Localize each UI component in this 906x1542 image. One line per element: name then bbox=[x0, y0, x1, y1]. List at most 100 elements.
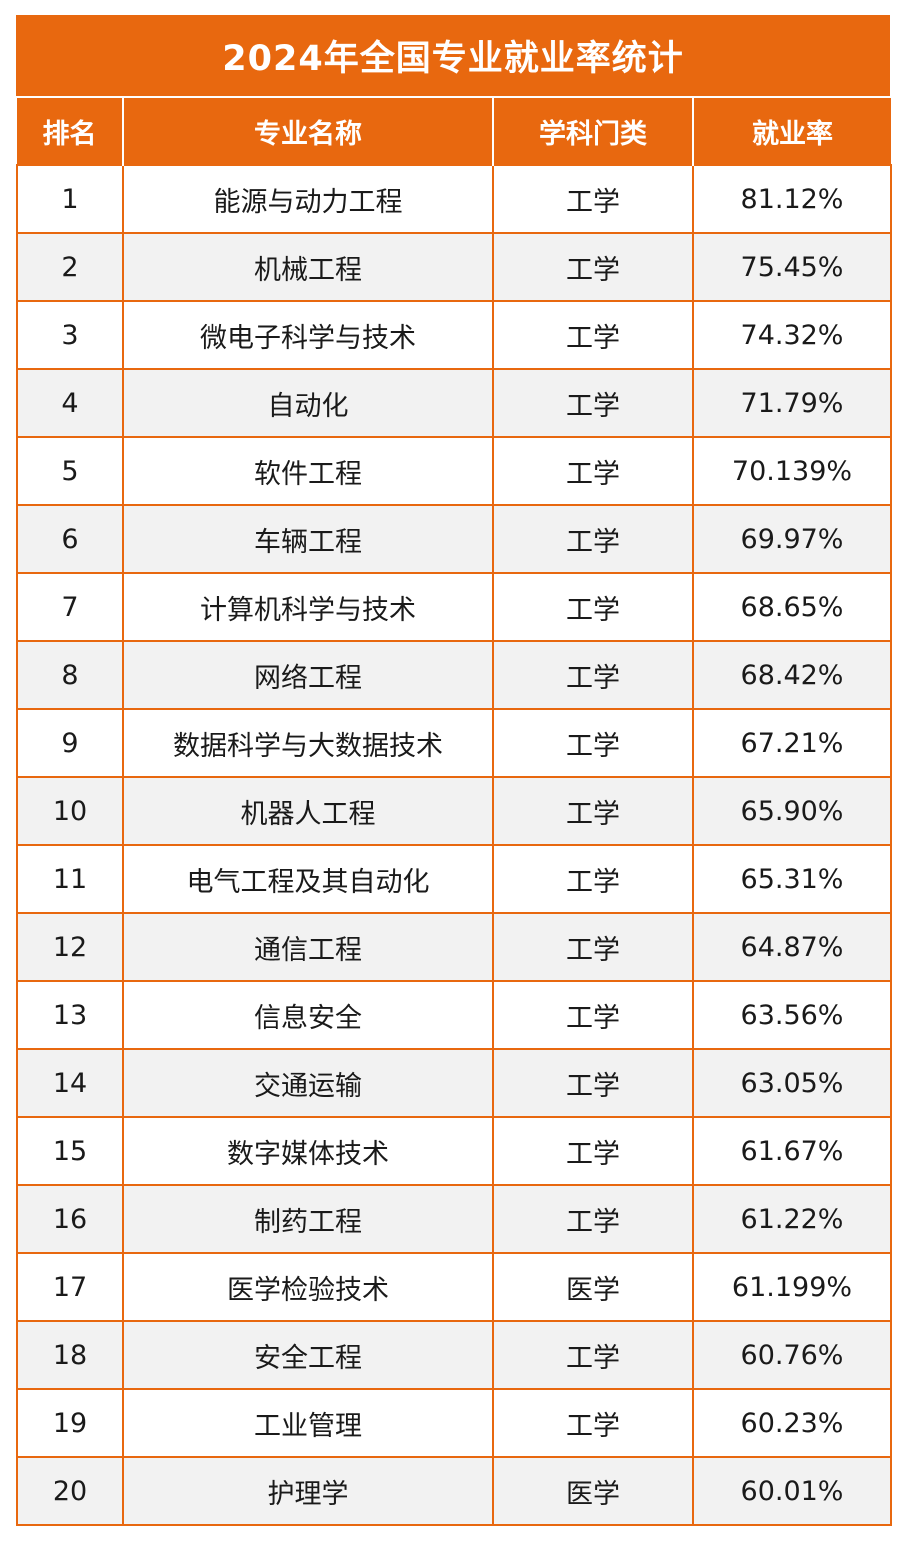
table-header: 排名 专业名称 学科门类 就业率 bbox=[17, 98, 891, 165]
employment-rate-cell: 74.32% bbox=[692, 300, 892, 370]
table-row: 20 护理学 医学 60.01% bbox=[16, 1456, 892, 1526]
major-name-cell: 机械工程 bbox=[122, 232, 494, 302]
table-body: 1 能源与动力工程 工学 81.12% 2 机械工程 工学 75.45% 3 微电子科学与技术 工学… bbox=[16, 164, 892, 1526]
table-row: 10 机器人工程 工学 65.90% bbox=[16, 776, 892, 846]
table-row: 16 制药工程 工学 61.22% bbox=[16, 1184, 892, 1254]
header-category: 学科门类 bbox=[493, 98, 694, 165]
rank-cell: 17 bbox=[16, 1252, 124, 1322]
major-name-cell: 能源与动力工程 bbox=[122, 164, 494, 234]
major-name-cell: 微电子科学与技术 bbox=[122, 300, 494, 370]
major-name-cell: 工业管理 bbox=[122, 1388, 494, 1458]
major-name-cell: 交通运输 bbox=[122, 1048, 494, 1118]
table-row: 15 数字媒体技术 工学 61.67% bbox=[16, 1116, 892, 1186]
major-name-cell: 计算机科学与技术 bbox=[122, 572, 494, 642]
table-row: 4 自动化 工学 71.79% bbox=[16, 368, 892, 438]
rank-cell: 6 bbox=[16, 504, 124, 574]
header-employment-rate: 就业率 bbox=[693, 98, 891, 165]
rank-cell: 4 bbox=[16, 368, 124, 438]
table-row: 7 计算机科学与技术 工学 68.65% bbox=[16, 572, 892, 642]
category-cell: 工学 bbox=[492, 912, 694, 982]
table-row: 1 能源与动力工程 工学 81.12% bbox=[16, 164, 892, 234]
rank-cell: 13 bbox=[16, 980, 124, 1050]
employment-rate-table: 排名 专业名称 学科门类 就业率 1 能源与动力工程 工学 81.12% 2 机械工程 工学… bbox=[16, 98, 892, 1526]
employment-rate-cell: 60.23% bbox=[692, 1388, 892, 1458]
rank-cell: 1 bbox=[16, 164, 124, 234]
major-name-cell: 护理学 bbox=[122, 1456, 494, 1526]
table-row: 2 机械工程 工学 75.45% bbox=[16, 232, 892, 302]
employment-rate-cell: 60.76% bbox=[692, 1320, 892, 1390]
table-row: 12 通信工程 工学 64.87% bbox=[16, 912, 892, 982]
header-rank: 排名 bbox=[17, 98, 124, 165]
category-cell: 工学 bbox=[492, 232, 694, 302]
table-row: 14 交通运输 工学 63.05% bbox=[16, 1048, 892, 1118]
major-name-cell: 电气工程及其自动化 bbox=[122, 844, 494, 914]
major-name-cell: 信息安全 bbox=[122, 980, 494, 1050]
major-name-cell: 安全工程 bbox=[122, 1320, 494, 1390]
rank-cell: 20 bbox=[16, 1456, 124, 1526]
employment-rate-cell: 63.56% bbox=[692, 980, 892, 1050]
rank-cell: 15 bbox=[16, 1116, 124, 1186]
major-name-cell: 自动化 bbox=[122, 368, 494, 438]
major-name-cell: 通信工程 bbox=[122, 912, 494, 982]
rank-cell: 18 bbox=[16, 1320, 124, 1390]
employment-rate-cell: 70.139% bbox=[692, 436, 892, 506]
category-cell: 医学 bbox=[492, 1252, 694, 1322]
employment-rate-cell: 75.45% bbox=[692, 232, 892, 302]
table-row: 13 信息安全 工学 63.56% bbox=[16, 980, 892, 1050]
table-row: 17 医学检验技术 医学 61.199% bbox=[16, 1252, 892, 1322]
table-row: 9 数据科学与大数据技术 工学 67.21% bbox=[16, 708, 892, 778]
table-row: 6 车辆工程 工学 69.97% bbox=[16, 504, 892, 574]
table-row: 18 安全工程 工学 60.76% bbox=[16, 1320, 892, 1390]
category-cell: 工学 bbox=[492, 300, 694, 370]
category-cell: 工学 bbox=[492, 1184, 694, 1254]
rank-cell: 16 bbox=[16, 1184, 124, 1254]
employment-rate-cell: 64.87% bbox=[692, 912, 892, 982]
employment-rate-cell: 68.42% bbox=[692, 640, 892, 710]
major-name-cell: 软件工程 bbox=[122, 436, 494, 506]
category-cell: 工学 bbox=[492, 708, 694, 778]
rank-cell: 11 bbox=[16, 844, 124, 914]
category-cell: 工学 bbox=[492, 164, 694, 234]
major-name-cell: 车辆工程 bbox=[122, 504, 494, 574]
table-row: 8 网络工程 工学 68.42% bbox=[16, 640, 892, 710]
rank-cell: 14 bbox=[16, 1048, 124, 1118]
category-cell: 医学 bbox=[492, 1456, 694, 1526]
table-row: 5 软件工程 工学 70.139% bbox=[16, 436, 892, 506]
employment-rate-cell: 60.01% bbox=[692, 1456, 892, 1526]
header-row: 排名 专业名称 学科门类 就业率 bbox=[17, 98, 891, 165]
rank-cell: 12 bbox=[16, 912, 124, 982]
category-cell: 工学 bbox=[492, 980, 694, 1050]
major-name-cell: 医学检验技术 bbox=[122, 1252, 494, 1322]
category-cell: 工学 bbox=[492, 1116, 694, 1186]
employment-rate-cell: 65.31% bbox=[692, 844, 892, 914]
employment-rate-cell: 67.21% bbox=[692, 708, 892, 778]
major-name-cell: 网络工程 bbox=[122, 640, 494, 710]
category-cell: 工学 bbox=[492, 1320, 694, 1390]
major-name-cell: 数字媒体技术 bbox=[122, 1116, 494, 1186]
category-cell: 工学 bbox=[492, 844, 694, 914]
rank-cell: 3 bbox=[16, 300, 124, 370]
ranking-table-card: 2024年全国专业就业率统计 排名 专业名称 学科门类 就业率 1 能源与动力工程… bbox=[16, 15, 892, 1526]
rank-cell: 2 bbox=[16, 232, 124, 302]
category-cell: 工学 bbox=[492, 1388, 694, 1458]
rank-cell: 10 bbox=[16, 776, 124, 846]
category-cell: 工学 bbox=[492, 776, 694, 846]
rank-cell: 7 bbox=[16, 572, 124, 642]
employment-rate-cell: 61.22% bbox=[692, 1184, 892, 1254]
table-row: 3 微电子科学与技术 工学 74.32% bbox=[16, 300, 892, 370]
category-cell: 工学 bbox=[492, 640, 694, 710]
category-cell: 工学 bbox=[492, 436, 694, 506]
major-name-cell: 制药工程 bbox=[122, 1184, 494, 1254]
category-cell: 工学 bbox=[492, 504, 694, 574]
major-name-cell: 数据科学与大数据技术 bbox=[122, 708, 494, 778]
table-title: 2024年全国专业就业率统计 bbox=[16, 15, 890, 98]
category-cell: 工学 bbox=[492, 368, 694, 438]
rank-cell: 9 bbox=[16, 708, 124, 778]
category-cell: 工学 bbox=[492, 1048, 694, 1118]
table-row: 19 工业管理 工学 60.23% bbox=[16, 1388, 892, 1458]
major-name-cell: 机器人工程 bbox=[122, 776, 494, 846]
header-major-name: 专业名称 bbox=[123, 98, 494, 165]
employment-rate-cell: 71.79% bbox=[692, 368, 892, 438]
employment-rate-cell: 65.90% bbox=[692, 776, 892, 846]
employment-rate-cell: 63.05% bbox=[692, 1048, 892, 1118]
